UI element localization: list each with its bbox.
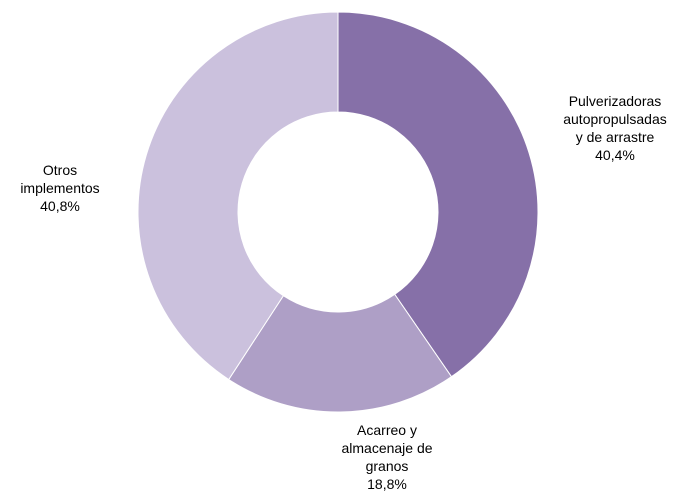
- slice-label-1: Pulverizadoras autopropulsadas y de arrast…: [563, 93, 667, 163]
- donut-slice-1: [337, 11, 539, 378]
- slice-name-line: autopropulsadas: [563, 111, 667, 127]
- slice-name-line: Acarreo y: [357, 422, 417, 438]
- slice-name-line: Pulverizadoras: [569, 93, 662, 109]
- slice-name-line: y de arrastre: [576, 129, 655, 145]
- slice-labels: Pulverizadoras autopropulsadas y de arrast…: [20, 93, 666, 492]
- slice-value-label: 18,8%: [367, 476, 407, 492]
- donut-slice-3: [137, 11, 339, 381]
- slice-value-label: 40,4%: [595, 147, 635, 163]
- slice-label-3: Otros implementos 40,8%: [20, 162, 99, 214]
- donut-slice-2: [228, 293, 453, 413]
- slice-name-line: almacenaje de: [341, 440, 432, 456]
- slice-name-line: granos: [366, 458, 409, 474]
- slice-value-label: 40,8%: [40, 198, 80, 214]
- slice-name-line: Otros: [43, 162, 77, 178]
- donut-slices: [137, 11, 539, 413]
- slice-label-2: Acarreo y almacenaje de granos 18,8%: [341, 422, 432, 492]
- slice-name-line: implementos: [20, 180, 99, 196]
